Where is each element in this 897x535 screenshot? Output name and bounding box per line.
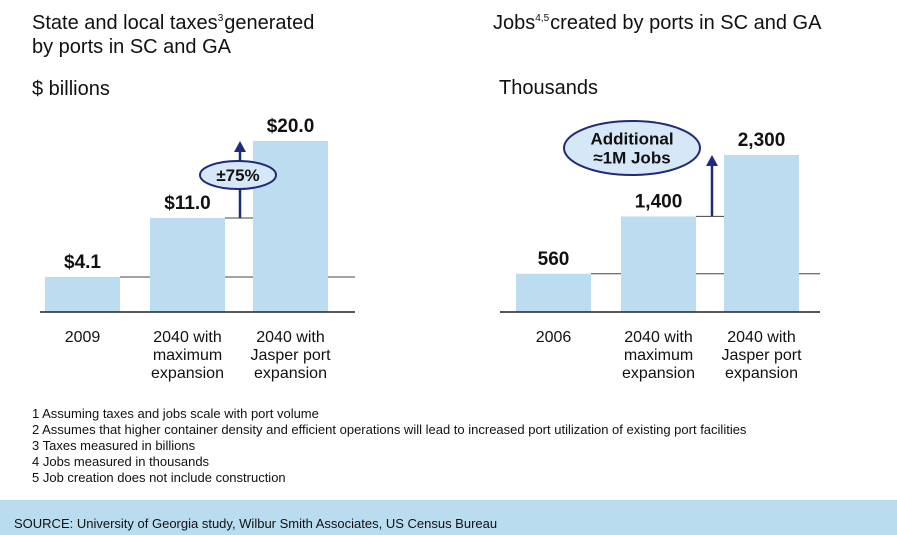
arrow-head bbox=[706, 155, 718, 166]
annotation: ±75% bbox=[216, 166, 259, 185]
annotation-oval bbox=[199, 160, 277, 190]
x-tick-label: 2009 bbox=[65, 329, 101, 346]
x-tick-label: 2040 with bbox=[256, 329, 325, 346]
x-tick-label: expansion bbox=[622, 365, 695, 382]
bar bbox=[516, 273, 591, 312]
annotation-oval bbox=[563, 120, 701, 176]
x-tick-label: Jasper port bbox=[721, 347, 802, 364]
footnote: 1 Assuming taxes and jobs scale with por… bbox=[32, 406, 319, 421]
x-tick-label: Jasper port bbox=[250, 347, 331, 364]
unit-label: Thousands bbox=[499, 77, 598, 99]
unit-label: $ billions bbox=[32, 78, 110, 100]
title-part: State and local taxes bbox=[32, 12, 218, 34]
superscript: 3 bbox=[218, 13, 224, 24]
source-band bbox=[0, 500, 897, 535]
value-label: $4.1 bbox=[64, 252, 101, 273]
x-tick-label: 2040 with bbox=[624, 329, 693, 346]
title-part: Jobs bbox=[493, 12, 535, 34]
title-part: generated bbox=[224, 12, 314, 34]
title-part: created by ports in SC and GA bbox=[550, 12, 822, 34]
bar bbox=[45, 276, 120, 312]
value-label: 2,300 bbox=[738, 130, 786, 151]
value-label: $11.0 bbox=[164, 193, 211, 214]
x-tick-label: 2040 with bbox=[727, 329, 796, 346]
footnote: 4 Jobs measured in thousands bbox=[32, 454, 210, 469]
superscript: 4,5 bbox=[535, 13, 549, 24]
value-label: $20.0 bbox=[267, 116, 315, 137]
value-label: 1,400 bbox=[635, 191, 683, 212]
x-tick-label: expansion bbox=[254, 365, 327, 382]
value-label: 560 bbox=[538, 249, 570, 270]
footnote: 2 Assumes that higher container density … bbox=[32, 422, 747, 437]
arrow-head bbox=[234, 141, 246, 152]
bar bbox=[150, 217, 225, 312]
chart-title: by ports in SC and GA bbox=[32, 36, 232, 58]
x-tick-label: 2040 with bbox=[153, 329, 222, 346]
chart-title: State and local taxes3generated bbox=[32, 12, 314, 34]
x-tick-label: 2006 bbox=[536, 329, 572, 346]
x-tick-label: maximum bbox=[153, 347, 222, 364]
footnote: 5 Job creation does not include construc… bbox=[32, 470, 286, 485]
x-tick-label: maximum bbox=[624, 347, 693, 364]
x-tick-label: expansion bbox=[725, 365, 798, 382]
annotation: Additional bbox=[590, 130, 673, 149]
annotation: ≈1M Jobs bbox=[593, 149, 670, 168]
bar bbox=[724, 155, 799, 312]
footnote: 3 Taxes measured in billions bbox=[32, 438, 196, 453]
bar bbox=[621, 216, 696, 312]
source: SOURCE: University of Georgia study, Wil… bbox=[14, 516, 497, 531]
x-tick-label: expansion bbox=[151, 365, 224, 382]
chart-title: Jobs4,5created by ports in SC and GA bbox=[493, 12, 822, 34]
